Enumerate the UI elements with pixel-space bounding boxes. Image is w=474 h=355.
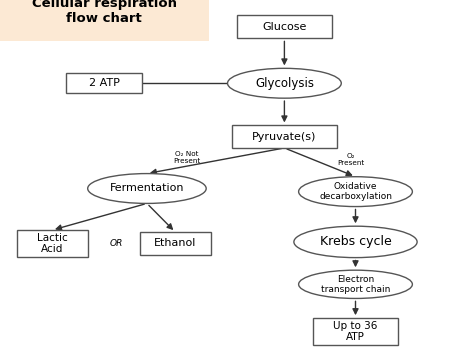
FancyBboxPatch shape <box>237 15 332 38</box>
Ellipse shape <box>299 177 412 207</box>
Text: Krebs cycle: Krebs cycle <box>319 235 392 248</box>
FancyBboxPatch shape <box>0 0 209 41</box>
Text: 2 ATP: 2 ATP <box>89 78 120 88</box>
Ellipse shape <box>228 68 341 98</box>
Text: Cellular respiration
flow chart: Cellular respiration flow chart <box>32 0 177 25</box>
Text: Oxidative
decarboxylation: Oxidative decarboxylation <box>319 182 392 201</box>
Ellipse shape <box>294 226 417 258</box>
Text: Up to 36
ATP: Up to 36 ATP <box>333 321 378 342</box>
Text: Glycolysis: Glycolysis <box>255 77 314 90</box>
FancyBboxPatch shape <box>232 125 337 148</box>
Ellipse shape <box>299 270 412 299</box>
Text: Fermentation: Fermentation <box>109 184 184 193</box>
Text: Electron
transport chain: Electron transport chain <box>321 275 390 294</box>
FancyBboxPatch shape <box>140 232 211 255</box>
Text: OR: OR <box>109 239 123 248</box>
Text: Pyruvate(s): Pyruvate(s) <box>252 132 317 142</box>
FancyBboxPatch shape <box>66 73 142 93</box>
Text: Ethanol: Ethanol <box>154 239 197 248</box>
Text: Glucose: Glucose <box>262 22 307 32</box>
FancyBboxPatch shape <box>313 318 398 345</box>
FancyBboxPatch shape <box>17 230 88 257</box>
Text: Lactic
Acid: Lactic Acid <box>37 233 67 254</box>
Ellipse shape <box>88 174 206 203</box>
Text: O₂ Not
Present: O₂ Not Present <box>173 151 201 164</box>
Text: O₂
Present: O₂ Present <box>337 153 365 166</box>
